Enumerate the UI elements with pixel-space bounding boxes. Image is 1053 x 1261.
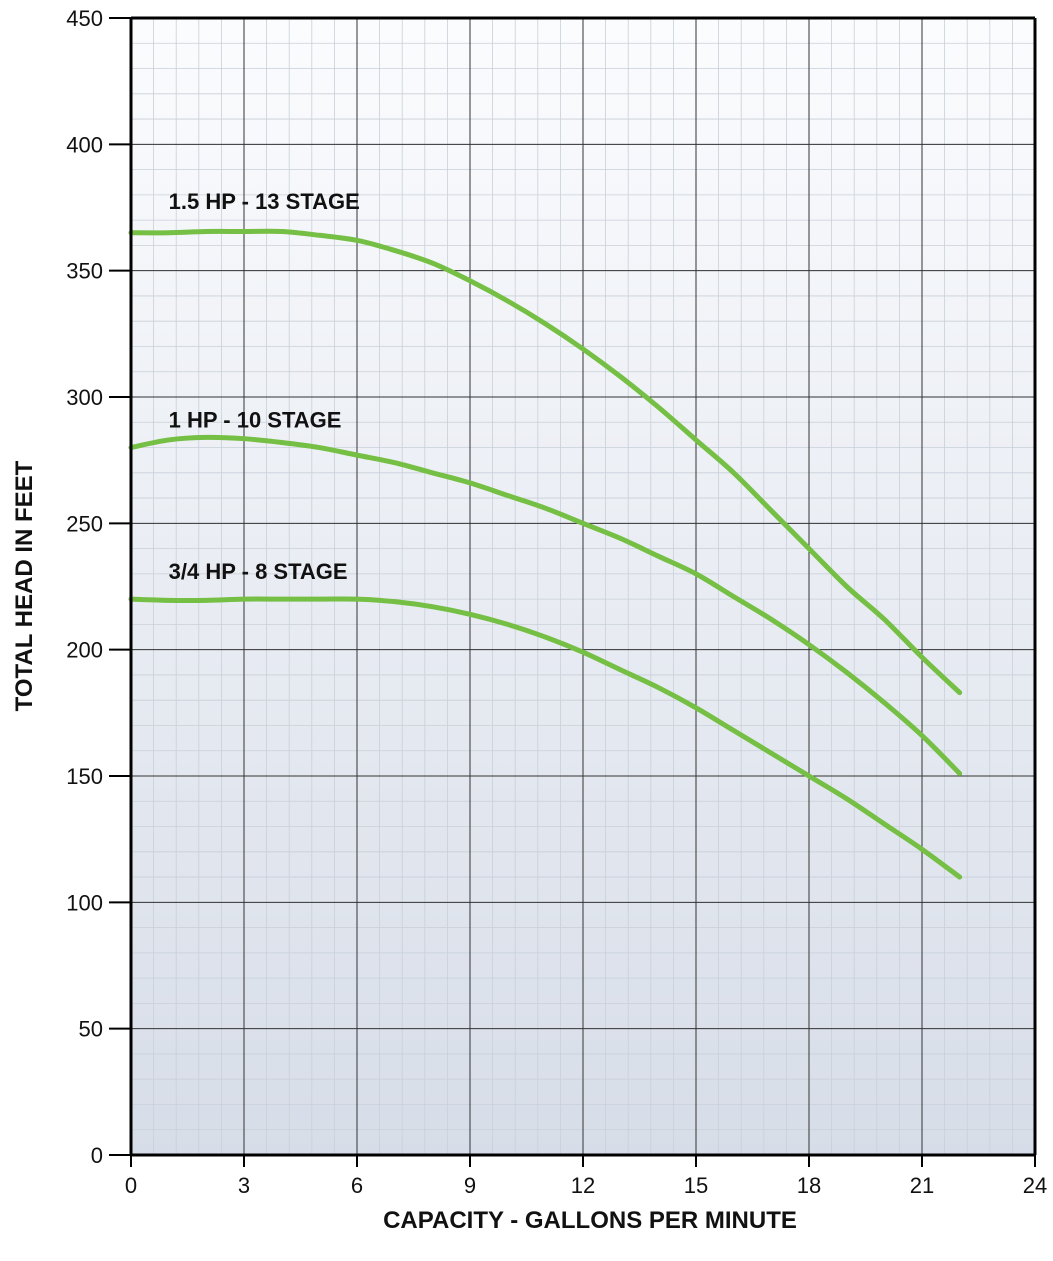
- y-tick-label: 300: [66, 385, 103, 410]
- series-line-0: [128, 228, 963, 696]
- x-tick-label: 0: [125, 1173, 137, 1198]
- y-tick-label: 200: [66, 638, 103, 663]
- x-tick-label: 24: [1023, 1173, 1047, 1198]
- x-tick-label: 12: [571, 1173, 595, 1198]
- y-tick-label: 450: [66, 6, 103, 31]
- series-label-2: 3/4 HP - 8 STAGE: [169, 559, 348, 584]
- x-tick-label: 21: [910, 1173, 934, 1198]
- y-tick-label: 150: [66, 764, 103, 789]
- x-tick-label: 15: [684, 1173, 708, 1198]
- x-tick-label: 3: [238, 1173, 250, 1198]
- y-axis-title: TOTAL HEAD IN FEET: [11, 460, 38, 711]
- series-lines: [128, 228, 963, 880]
- series-label-0: 1.5 HP - 13 STAGE: [169, 189, 360, 214]
- axes: [109, 16, 1037, 1167]
- y-tick-label: 0: [91, 1143, 103, 1168]
- y-tick-label: 50: [79, 1017, 103, 1042]
- y-tick-label: 350: [66, 259, 103, 284]
- x-tick-label: 18: [797, 1173, 821, 1198]
- series-labels: 1.5 HP - 13 STAGE 1 HP - 10 STAGE 3/4 HP -…: [169, 189, 360, 584]
- tick-labels: 0 3 6 9 12 15 18 21 24 0 50 100 150 200 250 300 350 400 45…: [66, 6, 1047, 1198]
- series-line-1: [128, 434, 963, 776]
- series-label-1: 1 HP - 10 STAGE: [169, 408, 342, 433]
- y-tick-label: 250: [66, 511, 103, 536]
- y-tick-label: 400: [66, 132, 103, 157]
- x-tick-label: 9: [464, 1173, 476, 1198]
- x-axis-title: CAPACITY - GALLONS PER MINUTE: [383, 1207, 797, 1234]
- series-line-2: [128, 596, 963, 880]
- y-tick-label: 100: [66, 890, 103, 915]
- x-tick-label: 6: [351, 1173, 363, 1198]
